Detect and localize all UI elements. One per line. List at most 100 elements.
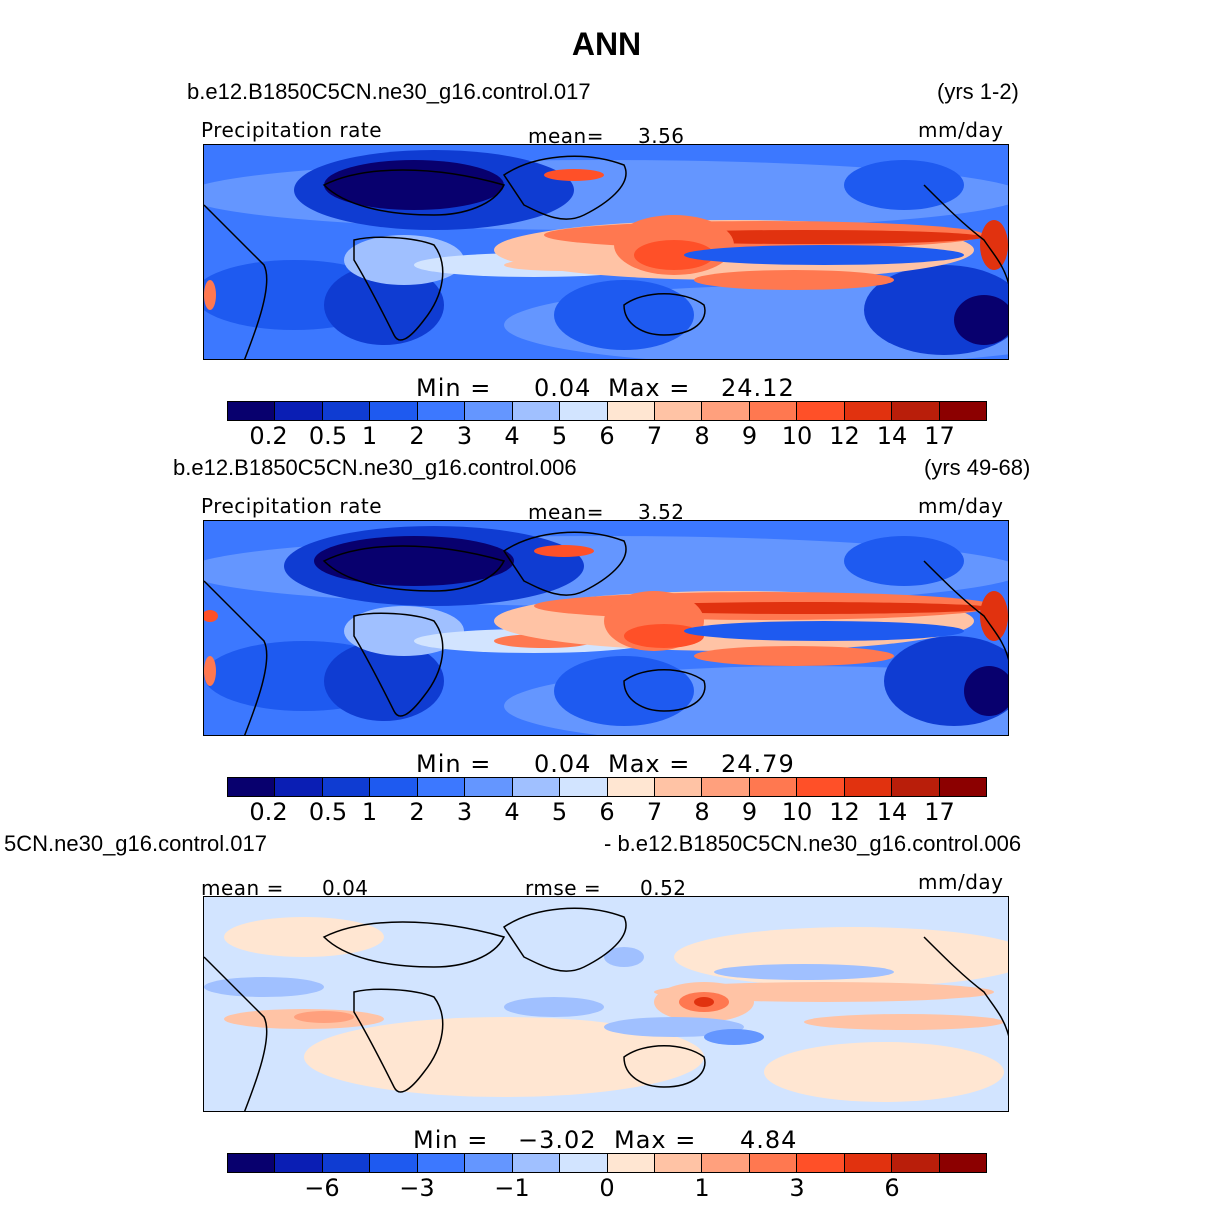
colorbar-swatch (797, 1154, 845, 1172)
colorbar-tick-label: 0.2 (249, 798, 288, 826)
colorbar-swatch (939, 778, 986, 796)
colorbar-swatch (844, 402, 893, 420)
colorbar-swatch (275, 402, 323, 420)
colorbar-tick-label: 14 (876, 422, 908, 450)
colorbar-tick-label: 0.5 (308, 798, 348, 826)
panel3-case-left: 5CN.ne30_g16.control.017 (4, 831, 267, 856)
colorbar-tick-label: 0.2 (249, 422, 288, 450)
colorbar-swatch (322, 1154, 371, 1172)
colorbar-swatch (465, 1154, 513, 1172)
colorbar-swatch (275, 778, 323, 796)
colorbar-swatch (607, 402, 655, 420)
colorbar-swatch (892, 402, 940, 420)
panel3-colorbar-ticks: −6 −3 −1 0 1 3 6 (227, 1174, 987, 1202)
colorbar-swatch (939, 1154, 986, 1172)
colorbar-tick-label: 3 (456, 798, 473, 826)
panel1-case-name: b.e12.B1850C5CN.ne30_g16.control.017 (187, 79, 591, 104)
colorbar-tick-label: 9 (741, 422, 758, 450)
colorbar-swatch (228, 1154, 276, 1172)
colorbar-swatch (654, 1154, 703, 1172)
colorbar-tick-label: 5 (551, 798, 568, 826)
colorbar-swatch (417, 778, 466, 796)
panel2-max-value: 24.79 (721, 750, 795, 778)
colorbar-swatch (560, 778, 608, 796)
panel1-max-label: Max = (608, 374, 691, 402)
colorbar-swatch (749, 778, 798, 796)
colorbar-swatch (844, 778, 893, 796)
colorbar-tick-label: 10 (781, 798, 813, 826)
colorbar-swatch (512, 1154, 561, 1172)
panel1-colorbar-ticks: 0.2 0.5 1 2 3 4 5 6 7 8 9 10 12 14 17 (227, 422, 987, 450)
colorbar-tick-label: −6 (304, 1174, 340, 1202)
colorbar-swatch (702, 778, 750, 796)
colorbar-tick-label: −3 (399, 1174, 435, 1202)
colorbar-tick-label: 1 (361, 798, 378, 826)
colorbar-swatch (465, 402, 513, 420)
figure-title: ANN (571, 26, 642, 62)
colorbar-tick-label: 0 (599, 1174, 615, 1202)
colorbar-tick-label: 1 (361, 422, 378, 450)
panel3-case-right: - b.e12.B1850C5CN.ne30_g16.control.006 (604, 831, 1022, 856)
colorbar-swatch (512, 402, 561, 420)
colorbar-swatch (322, 402, 371, 420)
colorbar-swatch (654, 402, 703, 420)
colorbar-swatch (749, 402, 798, 420)
colorbar-swatch (797, 402, 845, 420)
colorbar-tick-label: 6 (599, 798, 615, 826)
colorbar-tick-label: 17 (924, 798, 955, 826)
colorbar-swatch (370, 778, 418, 796)
colorbar-swatch (417, 402, 466, 420)
colorbar-swatch (892, 1154, 940, 1172)
panel3-min-label: Min = (413, 1126, 489, 1154)
colorbar-tick-label: 6 (884, 1174, 900, 1202)
panel3-max-label: Max = (614, 1126, 697, 1154)
colorbar-tick-label: 8 (694, 422, 710, 450)
panel1-min-label: Min = (416, 374, 492, 402)
colorbar-tick-label: 4 (504, 422, 520, 450)
colorbar-swatch (939, 402, 986, 420)
panel2-colorbar (227, 777, 987, 797)
panel3-colorbar (227, 1153, 987, 1173)
colorbar-swatch (560, 402, 608, 420)
colorbar-tick-label: 8 (694, 798, 710, 826)
colorbar-tick-label: 5 (551, 422, 568, 450)
colorbar-swatch (844, 1154, 893, 1172)
colorbar-swatch (797, 778, 845, 796)
colorbar-swatch (228, 402, 276, 420)
colorbar-tick-label: 4 (504, 798, 520, 826)
colorbar-swatch (892, 778, 940, 796)
colorbar-tick-label: 3 (456, 422, 473, 450)
colorbar-tick-label: 9 (741, 798, 758, 826)
colorbar-swatch (607, 778, 655, 796)
panel2-min-value: 0.04 (534, 750, 592, 778)
panel1-max-value: 24.12 (721, 374, 795, 402)
panel3-max-value: 4.84 (740, 1126, 798, 1154)
colorbar-swatch (512, 778, 561, 796)
colorbar-swatch (702, 402, 750, 420)
colorbar-swatch (560, 1154, 608, 1172)
colorbar-swatch (275, 1154, 323, 1172)
panel2-colorbar-ticks: 0.2 0.5 1 2 3 4 5 6 7 8 9 10 12 14 17 (227, 798, 987, 826)
colorbar-tick-label: 2 (409, 798, 425, 826)
colorbar-tick-label: 2 (409, 422, 425, 450)
colorbar-tick-label: 10 (781, 422, 813, 450)
panel2-years: (yrs 49-68) (924, 455, 1031, 480)
colorbar-swatch (654, 778, 703, 796)
panel3-units: mm/day (918, 870, 1004, 894)
colorbar-swatch (465, 778, 513, 796)
panel1-variable: Precipitation rate (201, 118, 382, 142)
panel1-precip-map (203, 144, 1009, 360)
colorbar-swatch (370, 1154, 418, 1172)
colorbar-tick-label: 1 (694, 1174, 710, 1202)
colorbar-swatch (749, 1154, 798, 1172)
colorbar-swatch (228, 778, 276, 796)
panel3-min-value: −3.02 (518, 1126, 597, 1154)
panel1-min-value: 0.04 (534, 374, 592, 402)
colorbar-swatch (702, 1154, 750, 1172)
panel1-years: (yrs 1-2) (937, 79, 1019, 104)
colorbar-tick-label: 6 (599, 422, 615, 450)
panel2-max-label: Max = (608, 750, 691, 778)
colorbar-swatch (417, 1154, 466, 1172)
colorbar-tick-label: 0.5 (308, 422, 348, 450)
colorbar-tick-label: 14 (876, 798, 908, 826)
